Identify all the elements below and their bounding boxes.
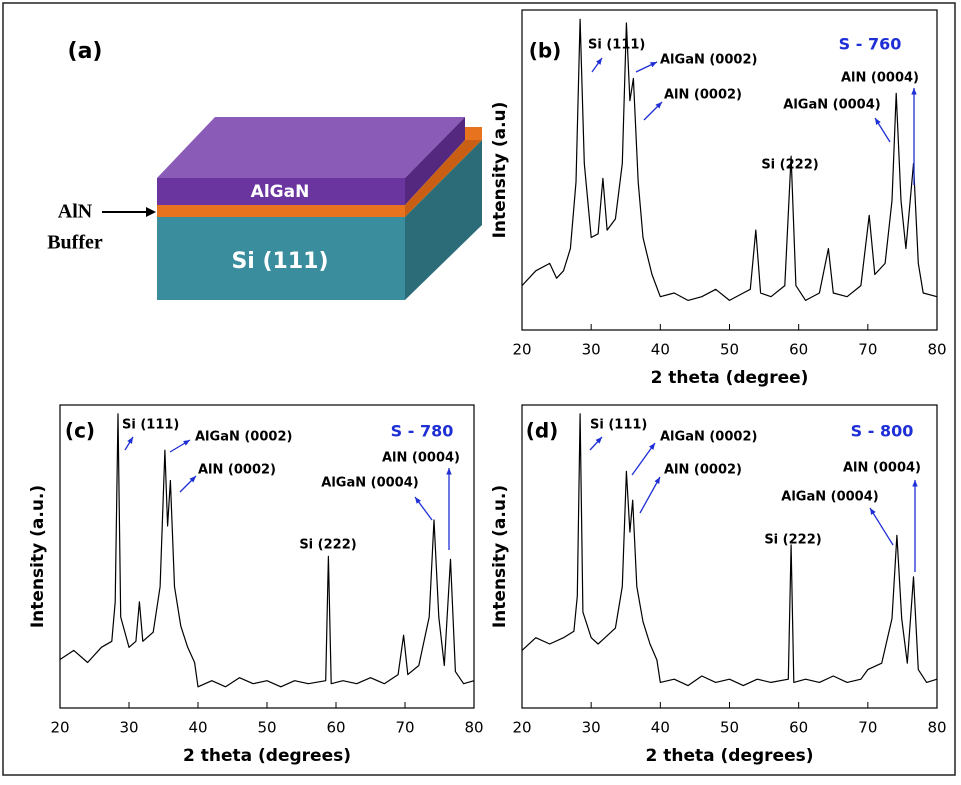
x-tick-label: 60	[326, 719, 345, 737]
x-tick-label: 20	[50, 719, 69, 737]
x-tick-label: 60	[789, 341, 808, 359]
si-front	[157, 217, 405, 300]
frame	[2, 2, 956, 776]
annotation-arrow-head	[595, 437, 602, 444]
peak-annotation: AlN (0002)	[664, 88, 742, 103]
annotation-arrow-head	[596, 58, 602, 65]
peak-annotation: AlN (0002)	[198, 463, 276, 478]
layer-label: Si (111)	[231, 249, 328, 274]
algan-side	[405, 117, 465, 205]
x-tick-label: 40	[188, 719, 207, 737]
panel-label: (a)	[68, 39, 103, 64]
x-tick-label: 40	[651, 341, 670, 359]
x-axis-label: 2 theta (degrees)	[646, 746, 814, 766]
annotation-arrow-head	[875, 118, 881, 125]
x-tick-label: 80	[927, 341, 946, 359]
peak-annotation: Si (111)	[122, 418, 179, 433]
x-tick-label: 50	[720, 341, 739, 359]
peak-annotation: AlGaN (0002)	[660, 430, 757, 445]
x-tick-label: 30	[582, 341, 601, 359]
annotation-arrow-head	[189, 476, 196, 483]
y-axis-label: Intensity (a.u)	[490, 102, 510, 239]
peak-annotation: Si (222)	[761, 158, 818, 173]
x-tick-label: 50	[720, 719, 739, 737]
y-axis-label: Intensity (a.u.)	[28, 485, 48, 628]
peak-annotation: Si (111)	[590, 418, 647, 433]
peak-annotation: AlN (0004)	[382, 451, 460, 466]
buffer-label: AlN	[58, 201, 93, 223]
annotation-arrow-head	[654, 477, 660, 484]
sample-title: S - 760	[839, 35, 902, 54]
annotation-arrow	[869, 507, 894, 546]
peak-annotation: Si (111)	[588, 38, 645, 53]
layer-label: AlGaN	[251, 182, 310, 202]
diagram: (a) AlGaN Si (111) AlN Buffer	[47, 39, 482, 300]
annotation-arrow-head	[655, 102, 662, 109]
peak-annotation: AlGaN (0004)	[783, 98, 880, 113]
x-tick-label: 40	[651, 719, 670, 737]
peak-annotation: AlGaN (0002)	[660, 53, 757, 68]
annotation-arrow-head	[446, 468, 452, 475]
x-tick-label: 30	[582, 719, 601, 737]
algan-front	[157, 178, 405, 205]
annotation-arrow-head	[183, 440, 190, 446]
annotation-arrow	[639, 476, 661, 514]
x-tick-label: 70	[395, 719, 414, 737]
annotation-arrow-head	[911, 88, 917, 95]
panel-label: (c)	[65, 419, 95, 443]
annotation-arrow	[631, 442, 656, 476]
sample-title: S - 780	[391, 422, 454, 441]
annotation-arrow-head	[127, 437, 133, 444]
x-tick-label: 50	[257, 719, 276, 737]
peak-annotation: AlGaN (0004)	[781, 490, 878, 505]
xrd-line	[59, 413, 475, 688]
x-tick-label: 70	[858, 341, 877, 359]
peak-annotation: Si (222)	[299, 538, 356, 553]
x-tick-label: 20	[512, 341, 531, 359]
aln-front	[157, 205, 405, 217]
sample-title: S - 800	[851, 422, 914, 441]
peak-annotation: Si (222)	[764, 533, 821, 548]
top-face	[157, 117, 465, 178]
si-side	[405, 140, 482, 300]
x-tick-label: 70	[858, 719, 877, 737]
annotation-arrow-head	[415, 497, 422, 504]
annotation-arrow-head	[870, 508, 876, 515]
peak-annotation: AlGaN (0004)	[321, 476, 418, 491]
peak-annotation: AlN (0004)	[843, 461, 921, 476]
y-axis-label: Intensity (a.u.)	[490, 485, 510, 628]
annotation-arrow-head	[912, 480, 918, 487]
x-axis-label: 2 theta (degree)	[651, 368, 809, 388]
panel-label: (b)	[529, 39, 562, 63]
peak-annotation: AlGaN (0002)	[195, 430, 292, 445]
x-tick-label: 20	[512, 719, 531, 737]
x-axis-label: 2 theta (degrees)	[183, 746, 351, 766]
annotation-arrow-head	[649, 443, 655, 450]
panel-label: (d)	[526, 419, 559, 443]
peak-annotation: AlN (0004)	[841, 71, 919, 86]
arrow-head	[146, 207, 156, 217]
x-tick-label: 80	[927, 719, 946, 737]
xrd-line	[521, 18, 938, 301]
peak-annotation: AlN (0002)	[664, 463, 742, 478]
x-tick-label: 30	[119, 719, 138, 737]
xrd-line	[521, 413, 938, 687]
x-tick-label: 80	[464, 719, 483, 737]
annotation-arrow-head	[650, 62, 657, 68]
aln-top	[465, 127, 482, 140]
x-tick-label: 60	[789, 719, 808, 737]
buffer-label: Buffer	[47, 232, 103, 254]
